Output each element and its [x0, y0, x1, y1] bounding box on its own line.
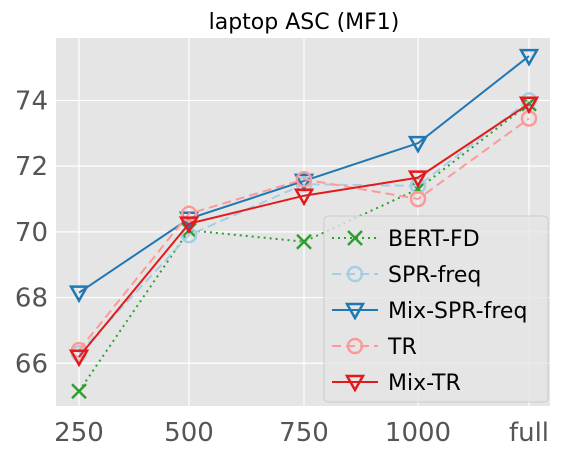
legend-label: SPR-freq	[388, 263, 481, 288]
data-point	[180, 205, 198, 223]
data-point	[178, 216, 200, 235]
y-tick-labels: 66 68 70 72 74	[15, 86, 48, 379]
x-tick-label: 750	[279, 418, 329, 448]
x-tick-label: 1000	[385, 418, 451, 448]
legend-label: Mix-TR	[388, 371, 461, 396]
data-point	[293, 173, 315, 192]
data-point	[409, 190, 427, 208]
marker-stroke	[71, 383, 87, 400]
chart-title: laptop ASC (MF1)	[209, 10, 400, 35]
series-layer	[68, 48, 540, 400]
y-tick-label: 70	[15, 218, 48, 248]
legend-label: TR	[387, 335, 417, 360]
legend-marker	[346, 337, 364, 355]
series-line	[78, 99, 530, 355]
x-tick-labels: 250 500 750 1000 full	[54, 418, 549, 448]
x-tick-label: 250	[54, 418, 104, 448]
data-point	[295, 171, 313, 188]
data-point	[68, 285, 90, 304]
marker-stroke	[296, 233, 312, 250]
data-point	[518, 48, 540, 67]
legend-item: TR	[332, 335, 417, 360]
legend-marker	[344, 302, 366, 321]
marker-stroke	[347, 230, 363, 246]
legend-item: SPR-freq	[332, 263, 481, 288]
data-point	[407, 135, 429, 154]
legend-item: Mix-SPR-freq	[332, 299, 527, 324]
x-tick-label: 500	[164, 418, 214, 448]
data-point	[518, 96, 540, 115]
data-point	[71, 383, 87, 400]
series-line	[78, 102, 530, 358]
legend-marker	[347, 230, 363, 246]
x-tick-label: full	[509, 418, 549, 448]
y-tick-label: 66	[15, 349, 48, 379]
legend-item: BERT-FD	[332, 227, 480, 252]
y-tick-label: 72	[15, 152, 48, 182]
legend-label: Mix-SPR-freq	[388, 299, 527, 324]
data-point	[68, 349, 90, 368]
legend-label: BERT-FD	[388, 227, 480, 252]
legend-frame	[323, 215, 549, 403]
data-point	[296, 233, 312, 250]
series-line	[78, 117, 530, 351]
series-line	[78, 55, 530, 294]
data-point	[293, 188, 315, 207]
legend: BERT-FD SPR-freq Mix-SPR-freq TR Mix-TR	[323, 215, 549, 403]
legend-item: Mix-TR	[332, 371, 461, 396]
data-point	[407, 170, 429, 189]
legend-marker	[346, 265, 364, 283]
y-tick-label: 74	[15, 86, 48, 116]
series-mix-tr	[68, 96, 540, 368]
legend-marker	[344, 374, 366, 393]
y-tick-label: 68	[15, 284, 48, 314]
